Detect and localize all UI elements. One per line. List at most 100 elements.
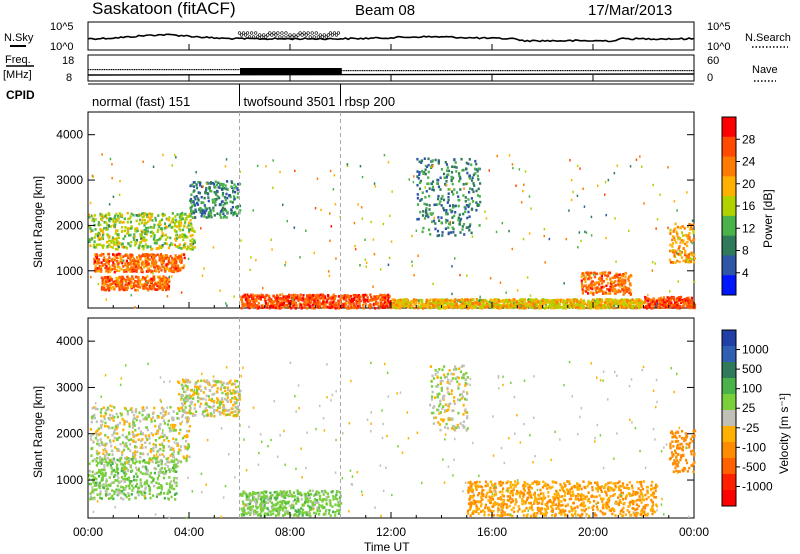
heatmap-cell xyxy=(449,188,451,191)
nave-point xyxy=(448,70,450,72)
heatmap-cell xyxy=(105,280,108,284)
nave-point xyxy=(508,70,510,72)
heatmap-cell xyxy=(519,306,522,310)
heatmap-cell xyxy=(146,428,149,432)
heatmap-cell xyxy=(125,280,128,284)
heatmap-cell xyxy=(164,410,167,414)
heatmap-cell xyxy=(464,196,467,199)
heatmap-cell xyxy=(674,222,677,226)
heatmap-cell xyxy=(580,275,583,278)
colorbar-swatch xyxy=(722,255,736,276)
heatmap-cell xyxy=(598,298,601,301)
heatmap-cell xyxy=(121,275,124,279)
heatmap-cell xyxy=(473,305,476,308)
heatmap-cell xyxy=(468,228,471,232)
heatmap-cell xyxy=(369,293,372,297)
heatmap-cell xyxy=(161,243,164,247)
heatmap-cell xyxy=(474,172,477,175)
heatmap-cell xyxy=(431,185,435,189)
heatmap-cell xyxy=(417,217,420,221)
heatmap-cell xyxy=(356,298,360,302)
nave-point xyxy=(630,70,632,72)
heatmap-cell xyxy=(90,420,93,424)
heatmap-cell xyxy=(463,187,465,190)
heatmap-cell xyxy=(164,233,167,237)
heatmap-cell xyxy=(635,305,638,308)
nave-point xyxy=(376,70,378,72)
heatmap-cell xyxy=(663,303,666,306)
heatmap-cell xyxy=(299,303,302,307)
heatmap-cell xyxy=(450,170,454,174)
heatmap-cell xyxy=(358,301,361,305)
nave-point xyxy=(604,70,606,72)
heatmap-cell xyxy=(153,223,156,227)
heatmap-cell xyxy=(103,227,106,230)
heatmap-cell xyxy=(437,303,440,306)
nave-point xyxy=(132,69,134,71)
heatmap-cell xyxy=(116,265,119,269)
heatmap-cell xyxy=(425,208,428,212)
heatmap-cell xyxy=(678,298,681,301)
heatmap-cell xyxy=(595,299,598,303)
heatmap-cell xyxy=(240,298,243,302)
heatmap-cell xyxy=(333,303,336,307)
nave-point xyxy=(296,68,300,74)
heatmap-cell xyxy=(108,439,112,442)
nave-point xyxy=(455,70,457,72)
nave-point xyxy=(176,69,178,71)
heatmap-cell xyxy=(531,306,534,310)
nave-point xyxy=(542,70,544,72)
heatmap-cell xyxy=(153,234,156,237)
heatmap-cell xyxy=(411,264,413,267)
heatmap-cell xyxy=(424,186,426,189)
heatmap-cell xyxy=(101,219,104,222)
heatmap-cell xyxy=(577,302,580,305)
heatmap-cell xyxy=(145,279,148,283)
heatmap-cell xyxy=(144,285,147,288)
heatmap-cell xyxy=(448,222,451,226)
beam-label: Beam 08 xyxy=(355,2,415,19)
heatmap-cell xyxy=(168,244,171,247)
heatmap-cell xyxy=(180,257,183,261)
nave-point xyxy=(102,69,104,71)
heatmap-cell xyxy=(656,218,659,221)
nave-point xyxy=(151,69,153,71)
heatmap-cell xyxy=(581,301,584,304)
heatmap-cell xyxy=(295,296,298,299)
heatmap-cell xyxy=(576,304,579,307)
heatmap-cell xyxy=(467,205,470,209)
heatmap-cell xyxy=(116,253,119,256)
heatmap-cell xyxy=(435,298,439,302)
nave-point xyxy=(609,70,611,72)
heatmap-cell xyxy=(613,302,616,305)
heatmap-cell xyxy=(193,230,196,233)
heatmap-cell xyxy=(157,275,160,279)
heatmap-cell xyxy=(283,298,286,302)
heatmap-cell xyxy=(179,212,182,216)
heatmap-cell xyxy=(177,417,180,420)
heatmap-cell xyxy=(240,295,243,299)
heatmap-cell xyxy=(110,268,114,271)
heatmap-cell xyxy=(658,304,661,307)
heatmap-cell xyxy=(251,305,254,308)
heatmap-cell xyxy=(602,285,606,289)
heatmap-cell xyxy=(140,212,144,216)
heatmap-cell xyxy=(181,228,185,232)
heatmap-cell xyxy=(382,295,385,298)
heatmap-cell xyxy=(531,300,534,303)
heatmap-cell xyxy=(403,301,406,304)
heatmap-cell xyxy=(352,293,355,297)
heatmap-cell xyxy=(112,419,115,422)
heatmap-cell xyxy=(257,306,260,310)
heatmap-cell xyxy=(339,298,342,301)
heatmap-cell xyxy=(180,291,183,294)
heatmap-cell xyxy=(154,216,157,220)
heatmap-cell xyxy=(293,293,297,297)
heatmap-cell xyxy=(482,299,485,303)
heatmap-cell xyxy=(202,185,204,188)
heatmap-cell xyxy=(450,210,453,214)
heatmap-cell xyxy=(432,299,435,302)
heatmap-cell xyxy=(544,301,547,305)
heatmap-cell xyxy=(98,265,101,269)
heatmap-cell xyxy=(417,304,420,308)
